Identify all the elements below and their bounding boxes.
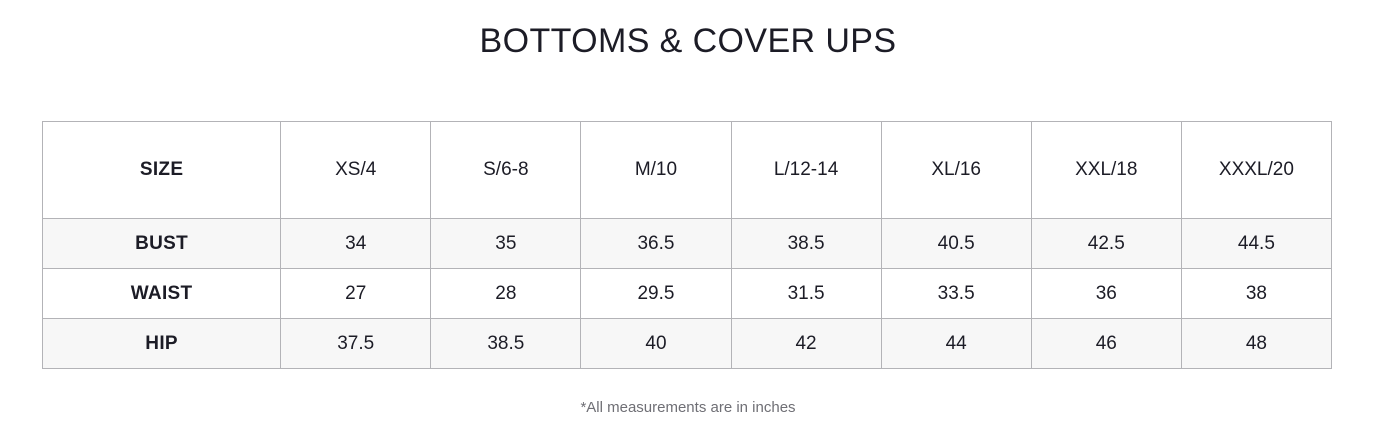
column-header-xxl: XXL/18 — [1030, 121, 1182, 219]
cell-waist-l: 31.5 — [730, 268, 882, 319]
cell-bust-l: 38.5 — [730, 218, 882, 269]
row-label-hip: HIP — [41, 318, 282, 369]
column-header-size: SIZE — [41, 121, 282, 219]
column-header-l: L/12-14 — [730, 121, 882, 219]
cell-hip-xs: 37.5 — [280, 318, 432, 369]
table-row: BUST 34 35 36.5 38.5 40.5 42.5 44.5 — [41, 218, 1333, 269]
cell-hip-xxxl: 48 — [1180, 318, 1333, 369]
cell-hip-m: 40 — [580, 318, 732, 369]
column-header-s: S/6-8 — [430, 121, 582, 219]
cell-waist-m: 29.5 — [580, 268, 732, 319]
cell-bust-s: 35 — [430, 218, 582, 269]
cell-bust-xl: 40.5 — [880, 218, 1032, 269]
cell-bust-xxl: 42.5 — [1030, 218, 1182, 269]
row-label-bust: BUST — [41, 218, 282, 269]
cell-bust-m: 36.5 — [580, 218, 732, 269]
cell-waist-xs: 27 — [280, 268, 432, 319]
cell-bust-xs: 34 — [280, 218, 432, 269]
size-chart-table: SIZE XS/4 S/6-8 M/10 L/12-14 XL/16 XXL/1… — [41, 121, 1333, 369]
size-chart-table-container: SIZE XS/4 S/6-8 M/10 L/12-14 XL/16 XXL/1… — [41, 121, 1333, 369]
cell-hip-xl: 44 — [880, 318, 1032, 369]
cell-hip-xxl: 46 — [1030, 318, 1182, 369]
page-title: BOTTOMS & COVER UPS — [479, 22, 897, 60]
row-label-waist: WAIST — [41, 268, 282, 319]
cell-waist-xxxl: 38 — [1180, 268, 1333, 319]
cell-waist-xl: 33.5 — [880, 268, 1032, 319]
table-header-row: SIZE XS/4 S/6-8 M/10 L/12-14 XL/16 XXL/1… — [41, 121, 1333, 219]
table-row: WAIST 27 28 29.5 31.5 33.5 36 38 — [41, 268, 1333, 319]
table-row: HIP 37.5 38.5 40 42 44 46 48 — [41, 318, 1333, 369]
cell-bust-xxxl: 44.5 — [1180, 218, 1333, 269]
column-header-xxxl: XXXL/20 — [1180, 121, 1333, 219]
cell-waist-s: 28 — [430, 268, 582, 319]
cell-hip-l: 42 — [730, 318, 882, 369]
column-header-xl: XL/16 — [880, 121, 1032, 219]
column-header-m: M/10 — [580, 121, 732, 219]
measurement-units-note: *All measurements are in inches — [580, 399, 796, 416]
cell-waist-xxl: 36 — [1030, 268, 1182, 319]
column-header-xs: XS/4 — [280, 121, 432, 219]
cell-hip-s: 38.5 — [430, 318, 582, 369]
